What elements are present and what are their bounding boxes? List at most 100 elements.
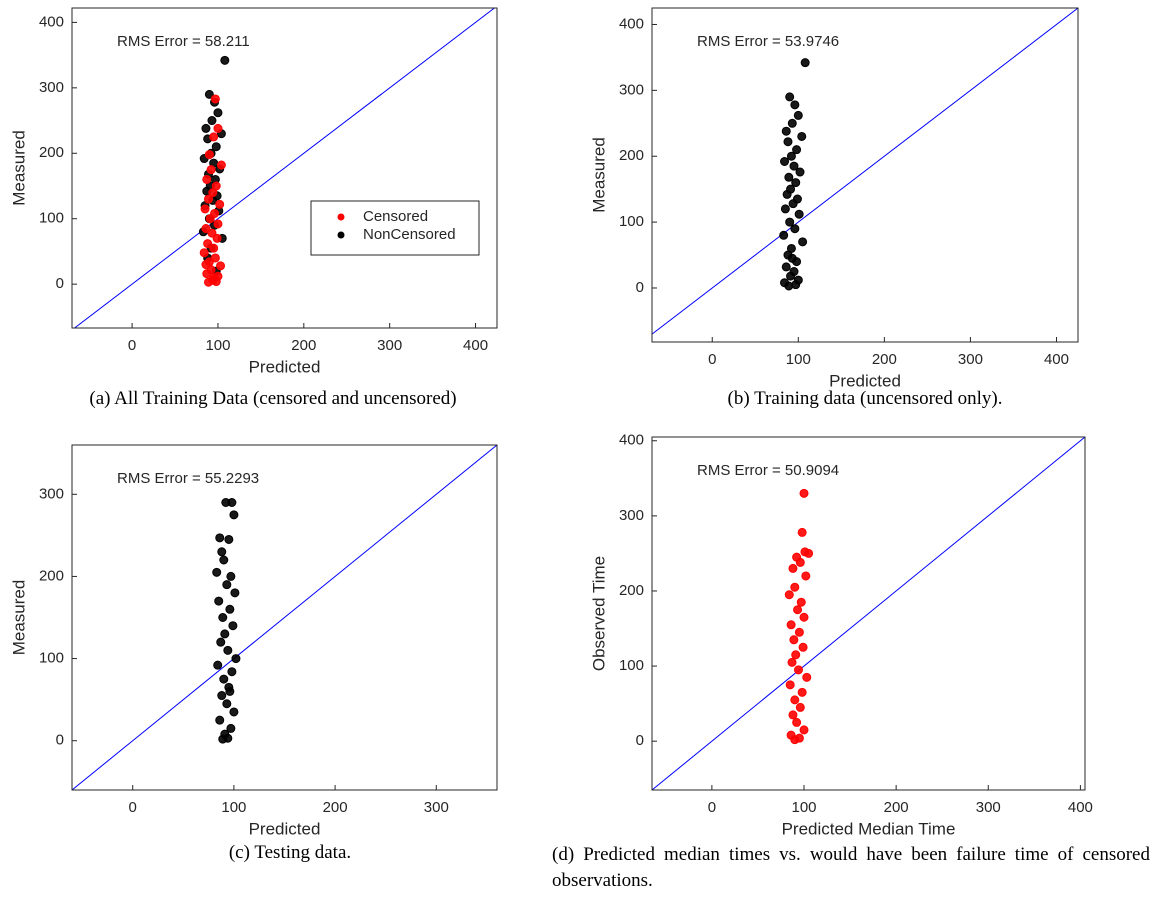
y-tick-label: 400 [619, 432, 644, 449]
point [802, 672, 812, 682]
point [224, 534, 234, 544]
point [780, 156, 790, 166]
point [794, 627, 804, 637]
point [230, 588, 240, 598]
point [788, 563, 798, 573]
caption: (b) Training data (uncensored only). [727, 388, 1003, 409]
plot-area [652, 8, 1078, 335]
point [784, 281, 794, 291]
point [209, 243, 219, 253]
x-tick-label: 100 [786, 351, 811, 368]
point [225, 686, 235, 696]
y-tick-label: 100 [619, 213, 644, 230]
point [788, 199, 798, 209]
point [782, 189, 792, 199]
legend-box [310, 200, 480, 256]
point [785, 217, 795, 227]
point [218, 734, 228, 744]
point [799, 488, 809, 498]
point [219, 555, 229, 565]
x-tick-label: 300 [377, 337, 402, 354]
caption: (a) All Training Data (censored and unce… [89, 388, 457, 409]
x-tick-label: 200 [884, 799, 909, 816]
x-axis-label: Predicted [829, 371, 901, 390]
point [804, 548, 814, 558]
point [220, 629, 230, 639]
point [797, 687, 807, 697]
plot-area [74, 8, 495, 328]
point [220, 55, 230, 65]
point [790, 735, 800, 745]
point [221, 498, 231, 507]
point [213, 108, 223, 118]
point [207, 228, 217, 238]
point [799, 725, 809, 735]
point [796, 597, 806, 607]
y-tick-label: 200 [619, 147, 644, 164]
point [201, 123, 211, 133]
point [786, 620, 796, 630]
point [792, 717, 802, 727]
point [790, 695, 800, 705]
x-tick-label: 300 [424, 799, 449, 816]
point [790, 224, 800, 234]
point [211, 142, 221, 152]
x-tick-label: 200 [323, 799, 348, 816]
legend-label: Censored [363, 208, 428, 225]
point [217, 547, 227, 557]
point [210, 94, 220, 104]
x-tick-label: 300 [976, 799, 1001, 816]
point [215, 533, 225, 543]
y-tick-label: 0 [56, 732, 64, 749]
caption: (d) Predicted median times vs. would hav… [552, 844, 1150, 891]
point [787, 657, 797, 667]
x-tick-label: 0 [129, 799, 137, 816]
caption: (c) Testing data. [228, 842, 352, 863]
y-tick-label: 300 [619, 507, 644, 524]
x-tick-label: 0 [128, 337, 136, 354]
point [788, 710, 798, 720]
x-tick-label: 200 [291, 337, 316, 354]
point [793, 110, 803, 120]
point [227, 667, 237, 677]
y-tick-label: 300 [39, 79, 64, 96]
point [226, 723, 236, 733]
diagonal-line [652, 8, 1078, 335]
y-tick-label: 100 [39, 210, 64, 227]
point [797, 131, 807, 141]
x-tick-label: 400 [1044, 351, 1069, 368]
annotation: RMS Error = 50.9094 [697, 462, 839, 479]
annotation: RMS Error = 55.2293 [117, 470, 259, 487]
point [204, 277, 214, 287]
point [793, 605, 803, 615]
point [208, 188, 218, 198]
y-tick-label: 0 [56, 275, 64, 292]
point [790, 100, 800, 110]
point [781, 126, 791, 136]
x-tick-label: 400 [1068, 799, 1093, 816]
point [215, 199, 225, 209]
point [217, 691, 227, 701]
y-axis-label: Measured [9, 130, 28, 206]
point [222, 699, 232, 709]
point [231, 654, 241, 664]
point [800, 58, 810, 68]
diagonal-line [652, 437, 1085, 790]
point [212, 567, 222, 577]
point [795, 702, 805, 712]
legend-label: NonCensored [363, 226, 456, 243]
point [791, 650, 801, 660]
y-tick-label: 100 [39, 650, 64, 667]
legend-marker [337, 213, 345, 221]
annotation: RMS Error = 53.9746 [697, 33, 839, 50]
point [204, 89, 214, 99]
point [200, 204, 210, 214]
annotation: RMS Error = 58.211 [117, 33, 250, 50]
point [780, 204, 790, 214]
point [784, 590, 794, 600]
point [786, 271, 796, 281]
axes-box [71, 7, 498, 329]
point [216, 261, 226, 271]
